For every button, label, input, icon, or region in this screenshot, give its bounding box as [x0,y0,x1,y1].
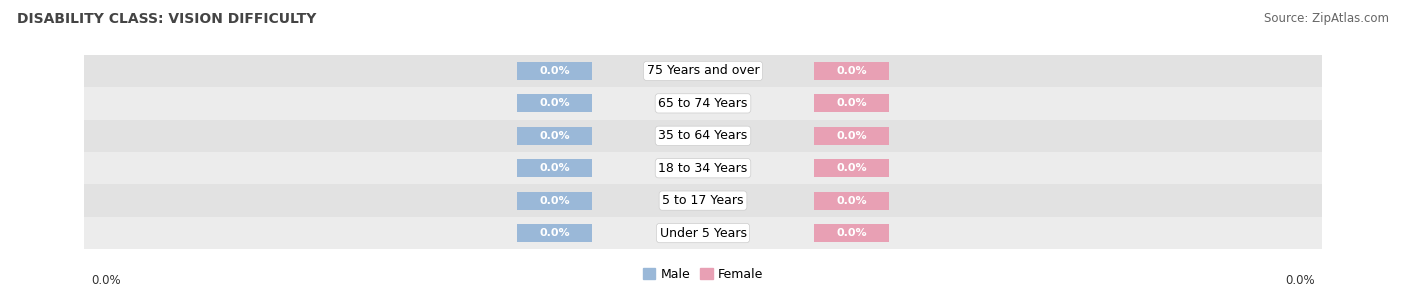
Bar [814,127,889,145]
Bar [517,224,592,242]
Text: 0.0%: 0.0% [837,228,866,238]
Text: 0.0%: 0.0% [540,163,569,173]
Text: 0.0%: 0.0% [837,163,866,173]
Text: 65 to 74 Years: 65 to 74 Years [658,97,748,110]
Text: Source: ZipAtlas.com: Source: ZipAtlas.com [1264,12,1389,25]
Text: 0.0%: 0.0% [837,66,866,76]
Bar [814,62,889,80]
Bar [517,62,592,80]
Text: DISABILITY CLASS: VISION DIFFICULTY: DISABILITY CLASS: VISION DIFFICULTY [17,12,316,26]
Bar [517,127,592,145]
Text: 0.0%: 0.0% [837,131,866,141]
Text: 5 to 17 Years: 5 to 17 Years [662,194,744,207]
Bar [517,159,592,177]
Text: 18 to 34 Years: 18 to 34 Years [658,162,748,175]
Bar [517,192,592,209]
Text: 75 Years and over: 75 Years and over [647,64,759,78]
Bar [84,152,1322,185]
Text: 0.0%: 0.0% [1285,274,1315,287]
Text: 0.0%: 0.0% [837,98,866,108]
Text: 0.0%: 0.0% [91,274,121,287]
Text: 0.0%: 0.0% [837,196,866,206]
Text: Under 5 Years: Under 5 Years [659,226,747,240]
Text: 0.0%: 0.0% [540,98,569,108]
Bar [814,224,889,242]
Text: 0.0%: 0.0% [540,196,569,206]
Bar [84,55,1322,87]
Bar [84,185,1322,217]
Bar [84,217,1322,249]
Bar [517,95,592,112]
Text: 0.0%: 0.0% [540,228,569,238]
Bar [814,192,889,209]
Bar [814,159,889,177]
Text: 35 to 64 Years: 35 to 64 Years [658,129,748,142]
Legend: Male, Female: Male, Female [638,263,768,286]
Text: 0.0%: 0.0% [540,131,569,141]
Text: 0.0%: 0.0% [540,66,569,76]
Bar [84,87,1322,119]
Bar [84,119,1322,152]
Bar [814,95,889,112]
